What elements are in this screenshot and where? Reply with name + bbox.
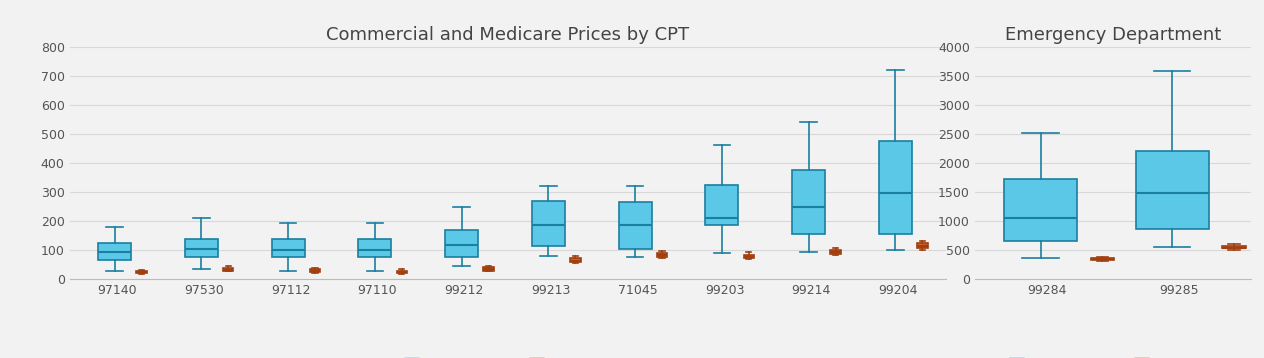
PathPatch shape xyxy=(657,253,667,257)
PathPatch shape xyxy=(570,258,580,262)
PathPatch shape xyxy=(1005,179,1077,241)
PathPatch shape xyxy=(483,267,494,271)
Title: Emergency Department: Emergency Department xyxy=(1005,25,1221,44)
PathPatch shape xyxy=(878,141,911,234)
PathPatch shape xyxy=(830,250,841,254)
PathPatch shape xyxy=(1091,258,1115,260)
PathPatch shape xyxy=(99,243,131,260)
PathPatch shape xyxy=(359,239,392,257)
PathPatch shape xyxy=(272,239,305,257)
PathPatch shape xyxy=(1222,246,1246,248)
PathPatch shape xyxy=(445,230,478,257)
Title: Commercial and Medicare Prices by CPT: Commercial and Medicare Prices by CPT xyxy=(326,25,689,44)
PathPatch shape xyxy=(137,271,147,273)
PathPatch shape xyxy=(918,243,928,248)
PathPatch shape xyxy=(793,170,825,234)
PathPatch shape xyxy=(1136,151,1208,229)
PathPatch shape xyxy=(185,238,217,257)
PathPatch shape xyxy=(397,271,407,274)
PathPatch shape xyxy=(310,269,320,272)
PathPatch shape xyxy=(222,268,234,271)
PathPatch shape xyxy=(618,202,652,249)
PathPatch shape xyxy=(743,255,755,258)
PathPatch shape xyxy=(532,201,565,246)
PathPatch shape xyxy=(705,185,738,226)
